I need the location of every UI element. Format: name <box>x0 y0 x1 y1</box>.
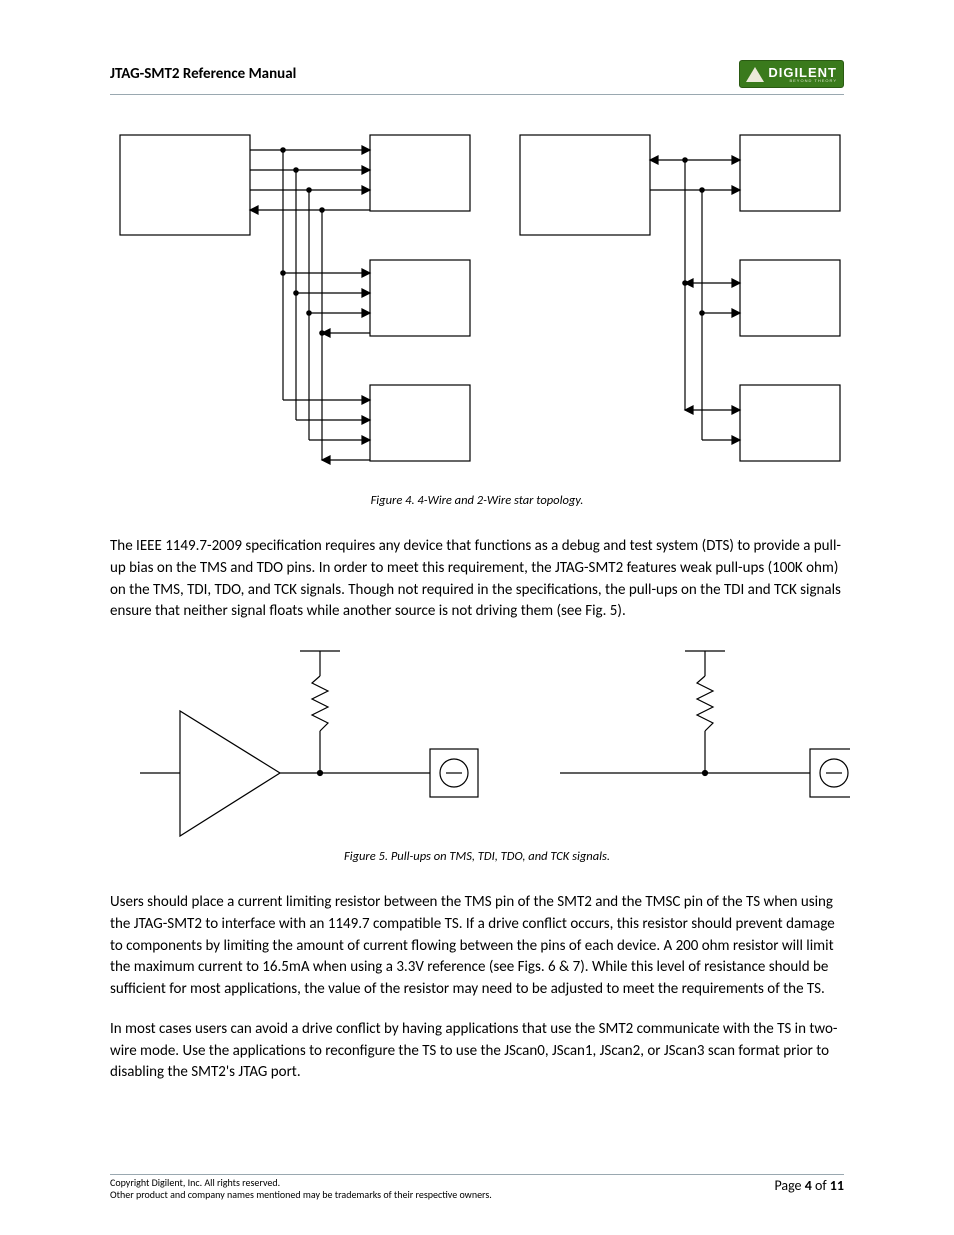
logo-tagline: BEYOND THEORY <box>768 79 837 83</box>
logo-triangle-icon <box>746 67 764 82</box>
paragraph-1: The IEEE 1149.7-2009 specification requi… <box>110 536 844 623</box>
page-footer: Copyright Digilent, Inc. All rights rese… <box>110 1174 844 1201</box>
footer-page-of: of <box>812 1177 830 1194</box>
paragraph-2: Users should place a current limiting re… <box>110 892 844 1001</box>
figure-5-caption: Figure 5. Pull-ups on TMS, TDI, TDO, and… <box>110 849 844 864</box>
paragraph-3: In most cases users can avoid a drive co… <box>110 1019 844 1084</box>
figure-4-diagram <box>110 125 850 485</box>
digilent-logo: DIGILENT BEYOND THEORY <box>739 60 844 88</box>
footer-page-num: 4 <box>805 1177 812 1194</box>
page-header: JTAG-SMT2 Reference Manual DIGILENT BEYO… <box>110 60 844 95</box>
footer-page-total: 11 <box>830 1177 844 1194</box>
figure-4-caption: Figure 4. 4-Wire and 2-Wire star topolog… <box>110 493 844 508</box>
footer-page-label: Page <box>774 1177 804 1194</box>
footer-trademark: Other product and company names mentione… <box>110 1189 492 1201</box>
logo-text-wrap: DIGILENT BEYOND THEORY <box>768 66 837 83</box>
footer-left: Copyright Digilent, Inc. All rights rese… <box>110 1177 492 1201</box>
page-container: JTAG-SMT2 Reference Manual DIGILENT BEYO… <box>0 0 954 1235</box>
footer-page: Page 4 of 11 <box>774 1177 844 1194</box>
logo-brand: DIGILENT <box>768 66 837 79</box>
figure-5-diagram <box>110 641 850 841</box>
header-title: JTAG-SMT2 Reference Manual <box>110 65 296 83</box>
